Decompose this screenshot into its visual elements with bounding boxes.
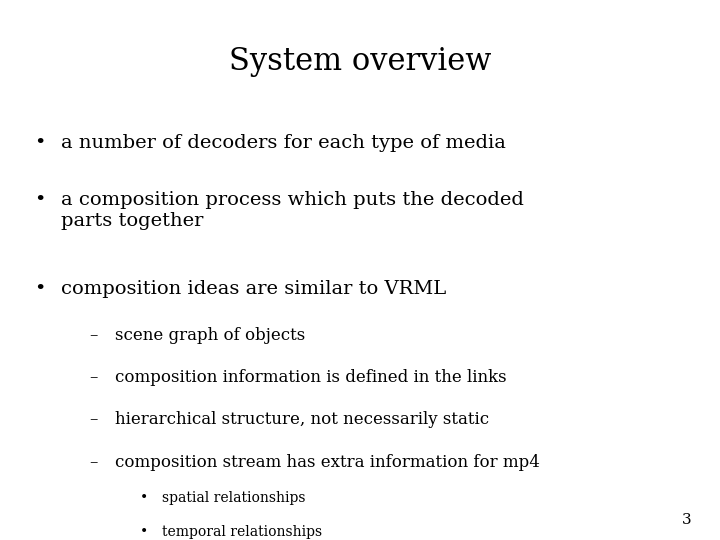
Text: scene graph of objects: scene graph of objects (115, 327, 305, 344)
Text: spatial relationships: spatial relationships (162, 491, 305, 505)
Text: –: – (89, 327, 98, 344)
Text: composition stream has extra information for mp4: composition stream has extra information… (115, 454, 540, 470)
Text: temporal relationships: temporal relationships (162, 525, 322, 539)
Text: •: • (34, 134, 45, 152)
Text: •: • (140, 525, 148, 539)
Text: composition ideas are similar to VRML: composition ideas are similar to VRML (61, 280, 446, 298)
Text: hierarchical structure, not necessarily static: hierarchical structure, not necessarily … (115, 411, 490, 428)
Text: –: – (89, 454, 98, 470)
Text: System overview: System overview (229, 46, 491, 77)
Text: 3: 3 (682, 512, 691, 526)
Text: a composition process which puts the decoded
parts together: a composition process which puts the dec… (61, 191, 524, 230)
Text: –: – (89, 411, 98, 428)
Text: –: – (89, 369, 98, 386)
Text: composition information is defined in the links: composition information is defined in th… (115, 369, 507, 386)
Text: •: • (34, 280, 45, 298)
Text: •: • (140, 491, 148, 505)
Text: a number of decoders for each type of media: a number of decoders for each type of me… (61, 134, 506, 152)
Text: •: • (34, 191, 45, 209)
